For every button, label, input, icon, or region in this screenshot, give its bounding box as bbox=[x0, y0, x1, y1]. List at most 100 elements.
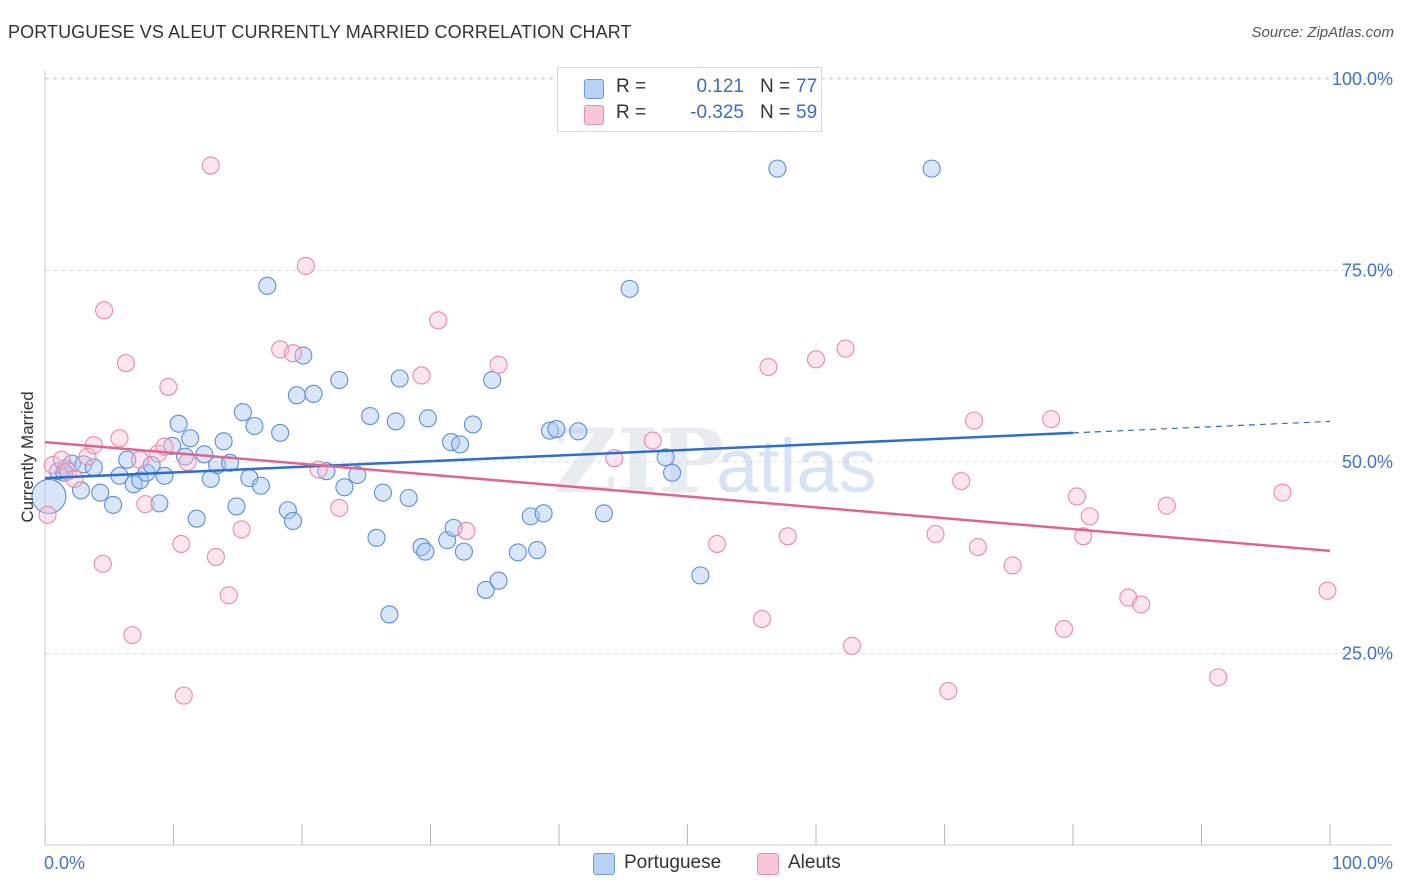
point-portuguese bbox=[528, 541, 547, 560]
point-portuguese bbox=[278, 501, 297, 520]
legend-label-portuguese: Portuguese bbox=[624, 852, 722, 873]
legend-r-value: -0.325 bbox=[690, 102, 744, 123]
point-aleuts bbox=[43, 456, 62, 475]
point-portuguese bbox=[922, 159, 941, 178]
point-portuguese bbox=[118, 450, 137, 469]
point-portuguese bbox=[454, 542, 473, 561]
x-tick-labels: 0.0% 100.0% bbox=[44, 853, 1393, 873]
point-portuguese bbox=[768, 159, 787, 178]
point-portuguese bbox=[181, 429, 200, 448]
point-portuguese bbox=[227, 497, 246, 516]
point-portuguese bbox=[594, 504, 614, 523]
point-aleuts bbox=[1157, 496, 1176, 515]
point-aleuts bbox=[296, 256, 315, 275]
point-portuguese bbox=[335, 478, 354, 497]
point-aleuts bbox=[1067, 487, 1086, 506]
point-portuguese bbox=[31, 478, 67, 515]
point-portuguese bbox=[416, 542, 435, 561]
point-aleuts bbox=[457, 521, 476, 540]
point-portuguese bbox=[251, 476, 270, 495]
trend-line-portuguese-extension bbox=[1072, 420, 1331, 434]
legend-n-label: N = bbox=[760, 76, 791, 97]
point-portuguese bbox=[620, 279, 639, 298]
point-portuguese bbox=[547, 420, 566, 439]
point-aleuts bbox=[926, 524, 945, 544]
point-aleuts bbox=[836, 339, 855, 358]
point-aleuts bbox=[1080, 507, 1099, 526]
point-portuguese bbox=[691, 566, 710, 585]
point-portuguese bbox=[534, 504, 553, 523]
point-portuguese bbox=[287, 386, 306, 405]
point-aleuts bbox=[116, 354, 136, 373]
point-portuguese bbox=[131, 471, 150, 490]
axes bbox=[44, 70, 1392, 846]
legend-n-value: 77 bbox=[796, 76, 818, 97]
point-portuguese bbox=[399, 488, 418, 508]
point-portuguese bbox=[508, 543, 527, 562]
point-aleuts bbox=[201, 156, 220, 175]
point-aleuts bbox=[131, 450, 150, 469]
point-aleuts bbox=[489, 355, 508, 374]
legend-swatch-portuguese bbox=[584, 79, 604, 99]
point-aleuts bbox=[219, 586, 238, 605]
point-portuguese bbox=[283, 511, 303, 531]
point-portuguese bbox=[150, 494, 169, 513]
correlation-legend: R = 0.121 N = 77 R = -0.325 N = 59 bbox=[557, 67, 822, 132]
point-aleuts bbox=[95, 301, 114, 320]
point-portuguese bbox=[656, 448, 675, 467]
point-aleuts bbox=[78, 447, 97, 466]
point-aleuts bbox=[1209, 668, 1228, 687]
point-portuguese bbox=[169, 414, 188, 433]
point-portuguese bbox=[271, 423, 290, 442]
point-portuguese bbox=[155, 466, 174, 485]
legend-swatch-aleuts bbox=[757, 853, 779, 875]
point-portuguese bbox=[104, 495, 123, 514]
point-portuguese bbox=[91, 483, 110, 502]
point-aleuts bbox=[643, 431, 662, 450]
y-tick-label: 25.0% bbox=[1342, 644, 1393, 664]
point-portuguese bbox=[476, 580, 495, 599]
point-aleuts bbox=[952, 472, 971, 491]
source-label: Source: ZipAtlas.com bbox=[1251, 24, 1394, 41]
watermark-atlas: atlas bbox=[716, 424, 877, 509]
point-aleuts bbox=[136, 495, 155, 514]
point-aleuts bbox=[172, 534, 191, 554]
trend-lines bbox=[44, 420, 1331, 553]
point-portuguese bbox=[304, 384, 323, 403]
point-aleuts bbox=[232, 520, 251, 539]
point-aleuts bbox=[752, 609, 772, 629]
point-aleuts bbox=[59, 462, 78, 481]
point-portuguese bbox=[451, 435, 470, 454]
point-portuguese bbox=[483, 370, 502, 390]
point-aleuts bbox=[708, 534, 727, 554]
data-points bbox=[31, 156, 1337, 705]
point-aleuts bbox=[778, 527, 797, 546]
legend-item-aleuts[interactable]: Aleuts bbox=[757, 852, 867, 876]
point-portuguese bbox=[214, 432, 233, 451]
watermark-zip: ZIP bbox=[553, 409, 725, 513]
point-aleuts bbox=[1273, 483, 1292, 502]
point-aleuts bbox=[429, 311, 448, 330]
point-aleuts bbox=[806, 350, 826, 369]
x-tick-label: 100.0% bbox=[1332, 853, 1393, 873]
y-tick-label: 50.0% bbox=[1342, 452, 1393, 472]
point-portuguese bbox=[163, 436, 182, 455]
gridlines bbox=[45, 77, 1392, 654]
point-aleuts bbox=[968, 537, 987, 557]
legend-item-portuguese[interactable]: Portuguese bbox=[593, 852, 743, 876]
point-aleuts bbox=[159, 377, 178, 396]
point-aleuts bbox=[1074, 527, 1093, 546]
y-axis-label: Currently Married bbox=[18, 391, 37, 522]
point-aleuts bbox=[1003, 556, 1022, 575]
point-aleuts bbox=[759, 357, 778, 377]
point-portuguese bbox=[418, 409, 437, 428]
point-portuguese bbox=[463, 415, 482, 434]
watermark: ZIP atlas bbox=[553, 409, 877, 513]
point-portuguese bbox=[386, 412, 405, 431]
y-tick-label: 100.0% bbox=[1332, 69, 1393, 89]
y-tick-labels: 25.0% 50.0% 75.0% 100.0% bbox=[1332, 69, 1393, 664]
point-aleuts bbox=[330, 498, 349, 518]
point-aleuts bbox=[842, 636, 862, 655]
trend-line-aleuts bbox=[44, 440, 1331, 553]
